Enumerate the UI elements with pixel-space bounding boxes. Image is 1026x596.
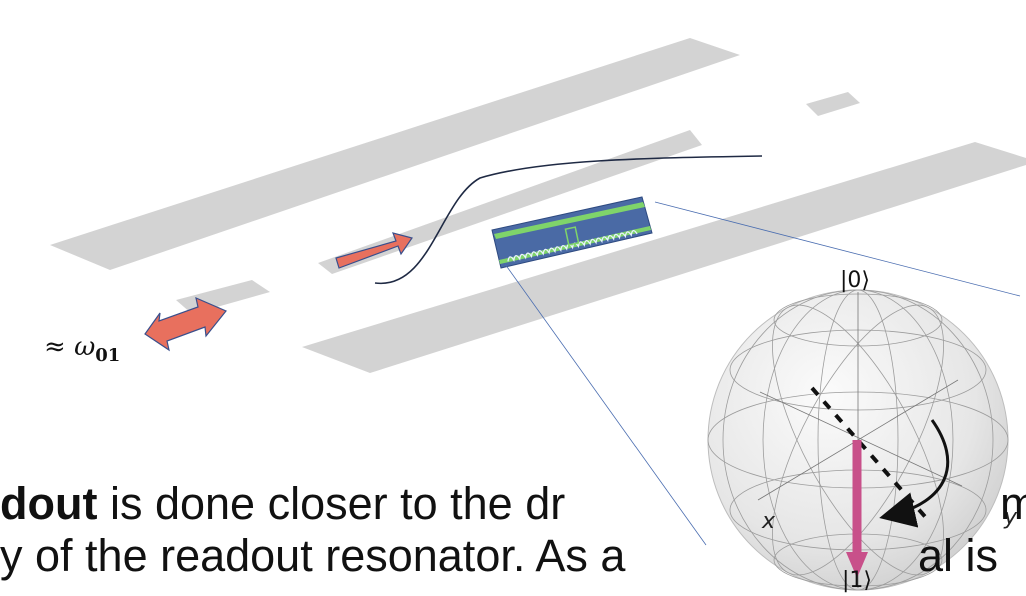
drive-double-arrow	[144, 296, 227, 352]
omega-label: ≈ ω01	[44, 332, 120, 366]
x-axis-label: x	[761, 509, 776, 534]
waveguide-gaps	[297, 109, 783, 291]
body-text-line-1-rest: is done closer to the dr	[97, 478, 566, 529]
chip-top-trace	[494, 202, 645, 239]
zoom-lines	[504, 201, 1021, 546]
chip-coupler	[564, 226, 580, 246]
drive-pulse-curve	[374, 155, 763, 284]
body-text-bold: dout	[0, 478, 98, 529]
waveguide-strips	[50, 38, 1026, 373]
ket-one-label: |1⟩	[842, 568, 872, 593]
omega-subscript: 01	[95, 345, 121, 367]
body-text-line-1: dout is done closer to the dr	[0, 478, 565, 530]
ground-plane-bottom	[302, 142, 1026, 373]
body-text-line-2: y of the readout resonator. As a	[0, 530, 626, 581]
y-axis-label: y	[1003, 505, 1018, 530]
center-conductor-mid	[318, 130, 702, 274]
chip-substrate	[491, 196, 653, 269]
body-text-line-1-tail: m	[1000, 478, 1026, 529]
omega-symbol: ω	[74, 332, 96, 362]
ground-plane-top	[50, 38, 740, 270]
body-text-line-2-tail: al is	[918, 530, 999, 581]
bloch-sphere: x y	[707, 289, 1018, 591]
rotation-arrow	[879, 419, 950, 528]
state-vector-head	[846, 552, 868, 578]
meander-line	[507, 230, 638, 262]
center-conductor-right	[806, 92, 860, 116]
approx-symbol: ≈	[44, 332, 75, 362]
signal-arrow	[335, 232, 413, 269]
ket-zero-label: |0⟩	[840, 268, 870, 293]
center-conductor-left	[176, 280, 270, 314]
readout-resonator-chip	[491, 196, 653, 269]
